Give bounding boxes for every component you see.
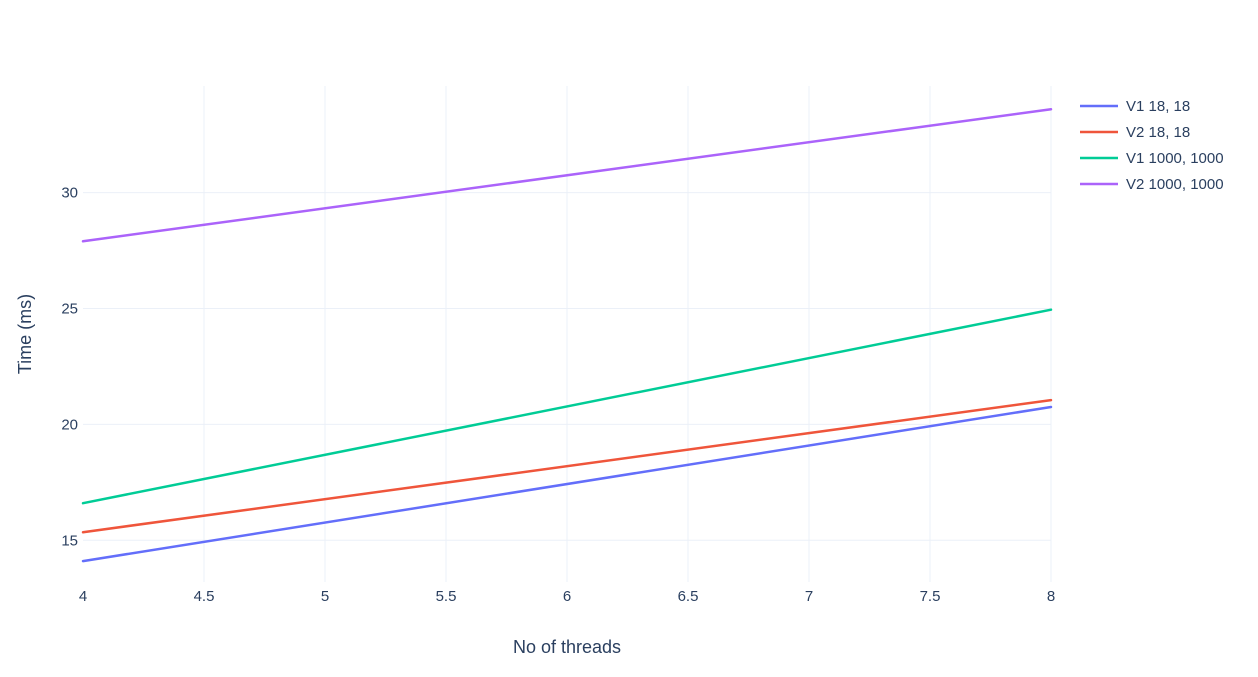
axis-ticks: 4 4.5 5 5.5 6 6.5 7 7.5 8 15 20 25 30 <box>61 185 1055 605</box>
x-tick-label: 7 <box>805 588 813 605</box>
legend[interactable]: V1 18, 18 V2 18, 18 V1 1000, 1000 V2 1000, … <box>1080 98 1224 193</box>
x-tick-label: 6.5 <box>678 588 699 605</box>
legend-label: V2 18, 18 <box>1126 124 1190 141</box>
legend-label: V1 18, 18 <box>1126 98 1190 115</box>
x-tick-label: 5.5 <box>436 588 457 605</box>
legend-item[interactable]: V1 1000, 1000 <box>1080 150 1224 167</box>
x-tick-label: 6 <box>563 588 571 605</box>
y-axis-title: Time (ms) <box>15 294 35 374</box>
x-axis-title: No of threads <box>513 637 621 657</box>
legend-label: V2 1000, 1000 <box>1126 176 1224 193</box>
x-tick-label: 4.5 <box>194 588 215 605</box>
series-line[interactable] <box>81 308 1053 505</box>
grid-lines <box>83 86 1052 582</box>
series-line[interactable] <box>81 398 1053 534</box>
legend-item[interactable]: V2 18, 18 <box>1080 124 1190 141</box>
legend-item[interactable]: V2 1000, 1000 <box>1080 176 1224 193</box>
legend-item[interactable]: V1 18, 18 <box>1080 98 1190 115</box>
y-tick-label: 20 <box>61 416 78 433</box>
series-line[interactable] <box>81 107 1053 243</box>
y-tick-label: 25 <box>61 301 78 318</box>
x-tick-label: 8 <box>1047 588 1055 605</box>
series-line[interactable] <box>81 405 1053 563</box>
x-tick-label: 7.5 <box>920 588 941 605</box>
series-lines <box>81 107 1053 563</box>
y-tick-label: 15 <box>61 532 78 549</box>
y-tick-label: 30 <box>61 185 78 202</box>
legend-label: V1 1000, 1000 <box>1126 150 1224 167</box>
x-tick-label: 5 <box>321 588 329 605</box>
x-tick-label: 4 <box>79 588 87 605</box>
